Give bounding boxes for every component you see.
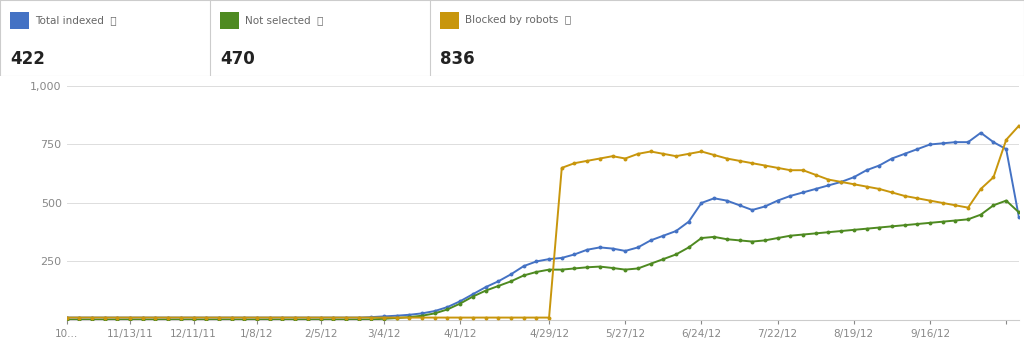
Text: Total indexed  ⓘ: Total indexed ⓘ <box>35 15 117 25</box>
Text: 422: 422 <box>10 50 45 68</box>
Text: Blocked by robots  ⓘ: Blocked by robots ⓘ <box>465 15 571 25</box>
Text: Not selected  ⓘ: Not selected ⓘ <box>245 15 324 25</box>
FancyBboxPatch shape <box>220 12 239 29</box>
FancyBboxPatch shape <box>440 12 459 29</box>
Text: 470: 470 <box>220 50 255 68</box>
FancyBboxPatch shape <box>10 12 29 29</box>
Text: 836: 836 <box>440 50 475 68</box>
